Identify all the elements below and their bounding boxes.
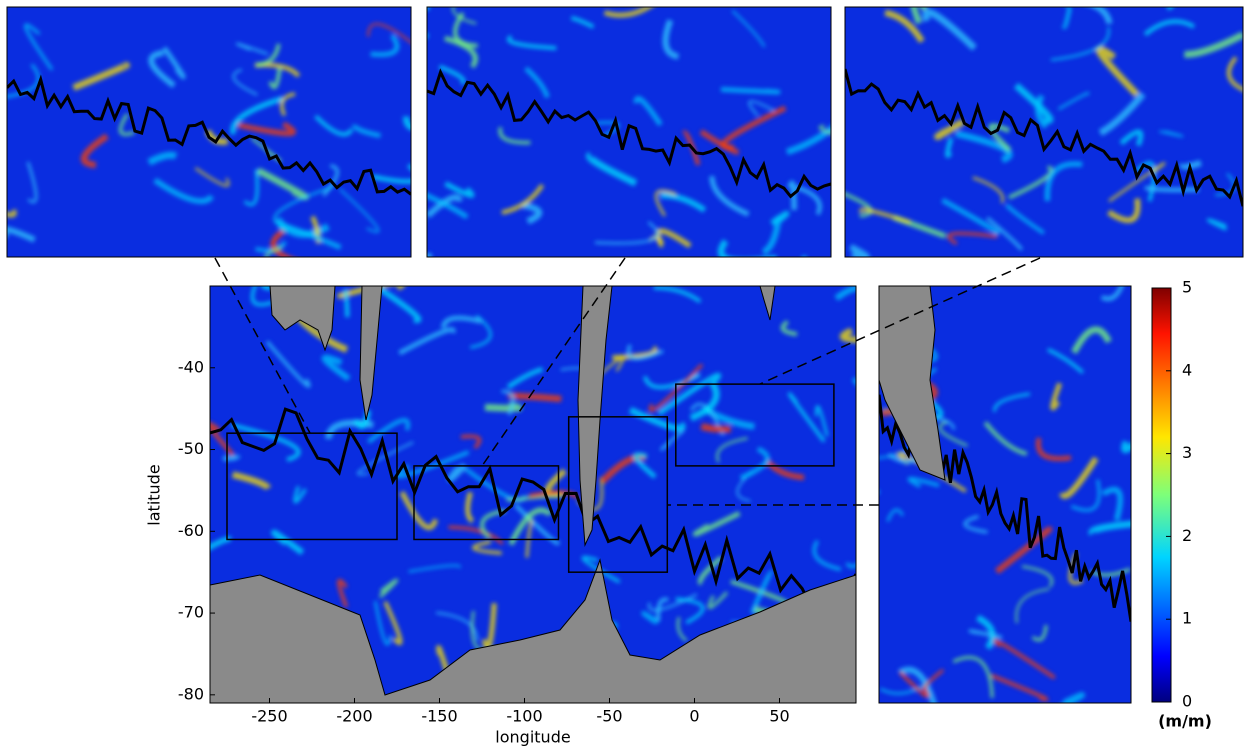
y-tick-label: -60 [178,521,204,540]
field-streak [701,426,730,429]
colorbar-tick-label: 1 [1182,609,1192,628]
field [0,7,463,270]
field-streak [721,89,778,92]
field-streak [1129,0,1172,7]
y-tick-label: -50 [178,439,204,458]
colorbar-tick-label: 5 [1182,278,1192,297]
field-streak [1054,0,1068,8]
field-streak [762,257,804,288]
x-tick-label: -200 [336,707,372,726]
figure: (m/m) longitude latitude -250 -200 -150 -10… [0,0,1249,748]
colorbar-tick-label: 3 [1182,443,1192,462]
field-streak [264,271,276,287]
field [411,0,864,288]
colorbar-tick-label: 2 [1182,526,1192,545]
field-background [427,7,831,257]
colorbar-tick-label: 0 [1182,692,1192,711]
colorbar [1152,288,1171,702]
colorbar-label: (m/m) [1158,712,1212,731]
y-tick-label: -70 [178,603,204,622]
x-tick-label: 0 [689,707,699,726]
colorbar-tick-label: 4 [1182,360,1192,379]
y-tick-label: -40 [178,357,204,376]
x-tick-label: -100 [506,707,542,726]
y-axis-label: latitude [145,464,164,525]
x-tick-label: -150 [421,707,457,726]
x-tick-label: -50 [596,707,622,726]
field-streak [508,396,561,399]
field [841,0,1249,257]
x-axis-label: longitude [495,728,570,747]
x-tick-label: 50 [769,707,789,726]
x-tick-label: -250 [251,707,287,726]
field-streak [1145,188,1199,190]
y-tick-label: -80 [178,684,204,703]
field-streak [345,289,348,317]
